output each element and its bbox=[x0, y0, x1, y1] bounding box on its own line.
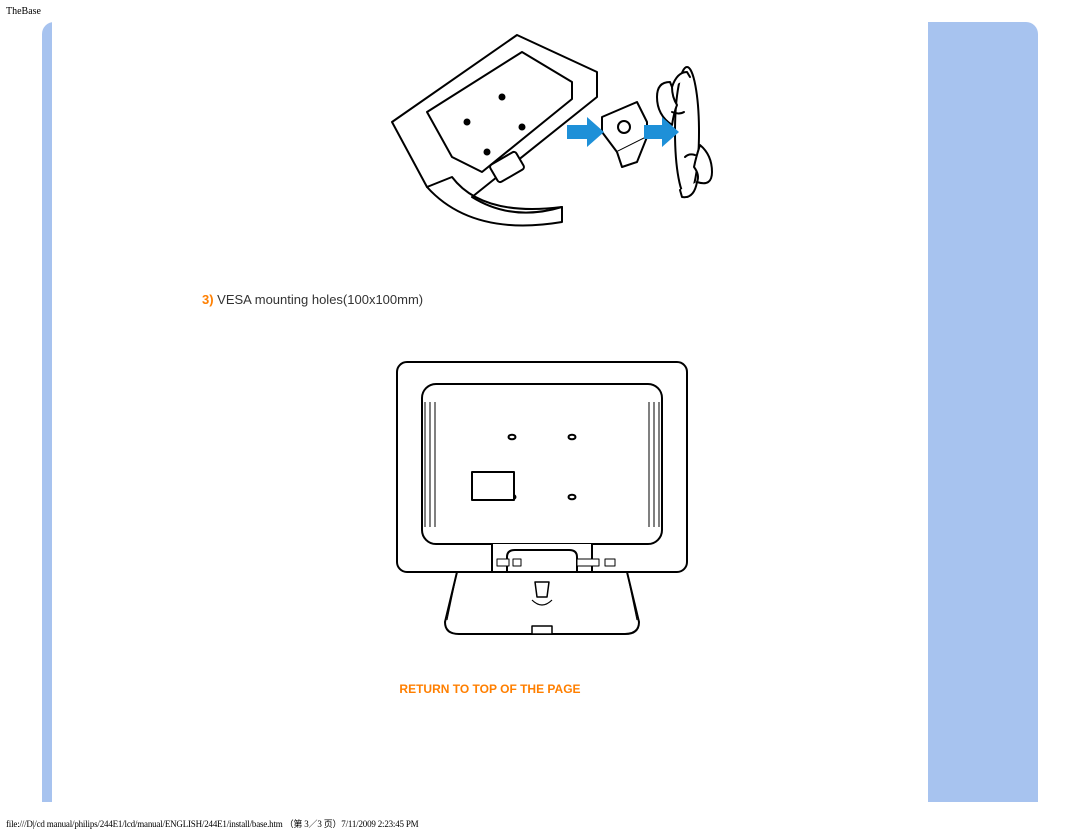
step-3-label: 3) VESA mounting holes(100x100mm) bbox=[202, 292, 423, 307]
outer-frame: 3) VESA mounting holes(100x100mm) bbox=[42, 22, 1038, 802]
step-text: VESA mounting holes(100x100mm) bbox=[214, 292, 424, 307]
step-number: 3) bbox=[202, 292, 214, 307]
content-page: 3) VESA mounting holes(100x100mm) bbox=[52, 22, 928, 802]
illustration-remove-stand bbox=[372, 27, 717, 262]
page-header-title: TheBase bbox=[6, 6, 41, 17]
return-to-top-link[interactable]: RETURN TO TOP OF THE PAGE bbox=[52, 682, 928, 696]
footer-path: file:///D|/cd manual/philips/244E1/lcd/m… bbox=[6, 817, 418, 830]
illustration-vesa-rear bbox=[387, 352, 697, 642]
